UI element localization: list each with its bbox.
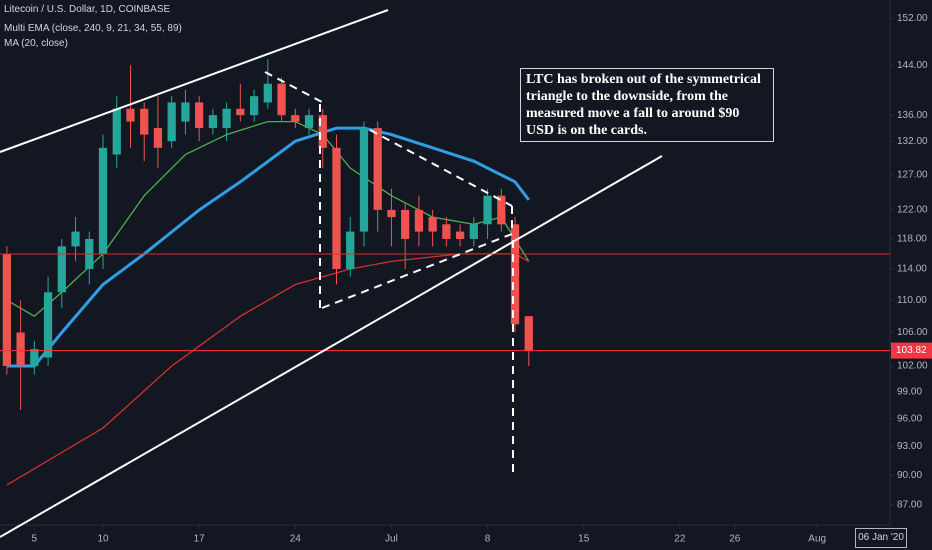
annotation: LTC has broken out of the symmetrical tr…: [520, 68, 774, 142]
candle-body: [469, 224, 478, 239]
y-tick-label: 132.00: [897, 136, 928, 147]
candle-body: [57, 246, 66, 293]
y-tick-label: 106.00: [897, 327, 928, 338]
y-tick-label: 127.00: [897, 170, 928, 181]
candle-body: [126, 108, 135, 122]
candle-body: [222, 108, 231, 129]
chart-title: Litecoin / U.S. Dollar, 1D, COINBASE: [4, 4, 171, 15]
y-tick-label: 114.00: [897, 264, 927, 275]
triangle-bottom: [321, 233, 513, 309]
x-tick-label: 15: [578, 534, 590, 545]
cursor-date: 06 Jan '20: [855, 528, 907, 548]
candle-body: [112, 108, 121, 155]
candle-body: [249, 96, 259, 116]
x-tick-label: 26: [729, 534, 741, 545]
indicator-label: Multi EMA (close, 240, 9, 21, 34, 55, 89…: [4, 23, 182, 34]
indicator-line: [6, 126, 530, 368]
y-tick-label: 90.00: [897, 470, 922, 481]
y-tick-label: 110.00: [897, 295, 927, 306]
y-tick-label: 93.00: [897, 441, 922, 452]
candle-body: [153, 128, 163, 148]
candle-body: [236, 108, 245, 116]
channel-bottom: [0, 155, 663, 538]
x-tick-label: 5: [32, 534, 38, 545]
candle-body: [140, 108, 149, 135]
x-tick-label: Aug: [808, 534, 826, 545]
candle-body: [291, 115, 300, 122]
indicator-line: [6, 120, 530, 317]
candle-body: [318, 115, 327, 148]
y-tick-label: 152.00: [897, 13, 928, 24]
candle-body: [30, 349, 39, 367]
x-tick-label: Jul: [385, 534, 398, 545]
y-tick-label: 96.00: [897, 414, 922, 425]
candle-body: [332, 147, 341, 270]
candle-body: [455, 231, 465, 239]
channel-top: [0, 9, 389, 153]
candle-body: [181, 102, 190, 122]
candle-body: [277, 83, 286, 116]
candle-body: [524, 316, 533, 351]
candle-body: [263, 83, 272, 103]
candle-body: [387, 209, 396, 218]
x-tick-label: 10: [97, 534, 109, 545]
x-tick-label: 22: [674, 534, 686, 545]
y-tick-label: 87.00: [897, 499, 922, 510]
candle-body: [359, 128, 369, 232]
candle-body: [373, 128, 382, 210]
x-tick-label: 17: [194, 534, 206, 545]
y-tick-label: 144.00: [897, 60, 928, 71]
candle-body: [483, 195, 492, 225]
candle-body: [43, 292, 53, 358]
candle-body: [414, 209, 424, 232]
candle-body: [346, 231, 355, 270]
last-price-box: [891, 342, 932, 359]
last-price-label: 103.82: [896, 345, 927, 356]
candle-body: [2, 253, 11, 367]
candle-body: [304, 115, 314, 129]
candle-body: [510, 224, 520, 325]
candle-body: [167, 102, 176, 142]
candle-body: [71, 231, 80, 247]
axes: 152.00 144.00 136.00 132.00 127.00 122.00 118.…: [32, 13, 932, 545]
triangle-top-a: [264, 71, 323, 103]
y-tick-label: 122.00: [897, 205, 928, 216]
triangle: [264, 71, 514, 472]
y-tick-label: 118.00: [897, 234, 927, 245]
y-tick-label: 136.00: [897, 110, 928, 121]
y-tick-label: 102.00: [897, 361, 928, 372]
candle-body: [195, 102, 204, 129]
x-tick-label: 8: [485, 534, 491, 545]
candle-body: [497, 195, 506, 225]
candle-body: [442, 224, 451, 239]
candle-body: [428, 217, 437, 232]
candle-body: [401, 209, 410, 239]
y-tick-label: 99.00: [897, 387, 922, 398]
candle-body: [208, 115, 218, 129]
indicator-label: MA (20, close): [4, 38, 68, 49]
x-tick-label: 24: [290, 534, 302, 545]
candle-body: [98, 147, 108, 254]
candle-body: [16, 332, 25, 367]
